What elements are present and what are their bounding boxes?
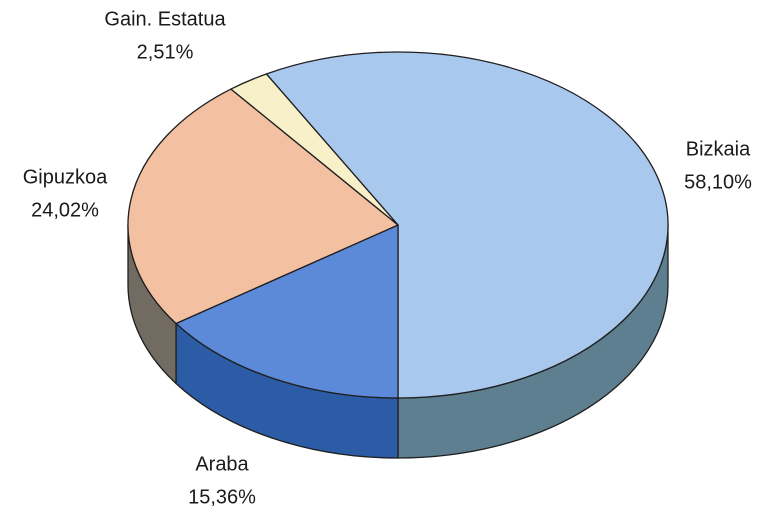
slice	[230, 73, 399, 226]
slice	[265, 51, 669, 399]
slice	[175, 224, 399, 399]
slice-label: Gipuzkoa	[23, 166, 108, 188]
slice-label: Gain. Estatua	[104, 8, 226, 30]
slice-value-label: 58,10%	[684, 171, 752, 193]
slice	[127, 88, 399, 325]
slice-label: Araba	[195, 453, 249, 475]
slice-value-label: 24,02%	[31, 199, 99, 221]
slice-value-label: 2,51%	[137, 41, 194, 63]
slice-label: Bizkaia	[686, 138, 751, 160]
slice-value-label: 15,36%	[188, 486, 256, 508]
